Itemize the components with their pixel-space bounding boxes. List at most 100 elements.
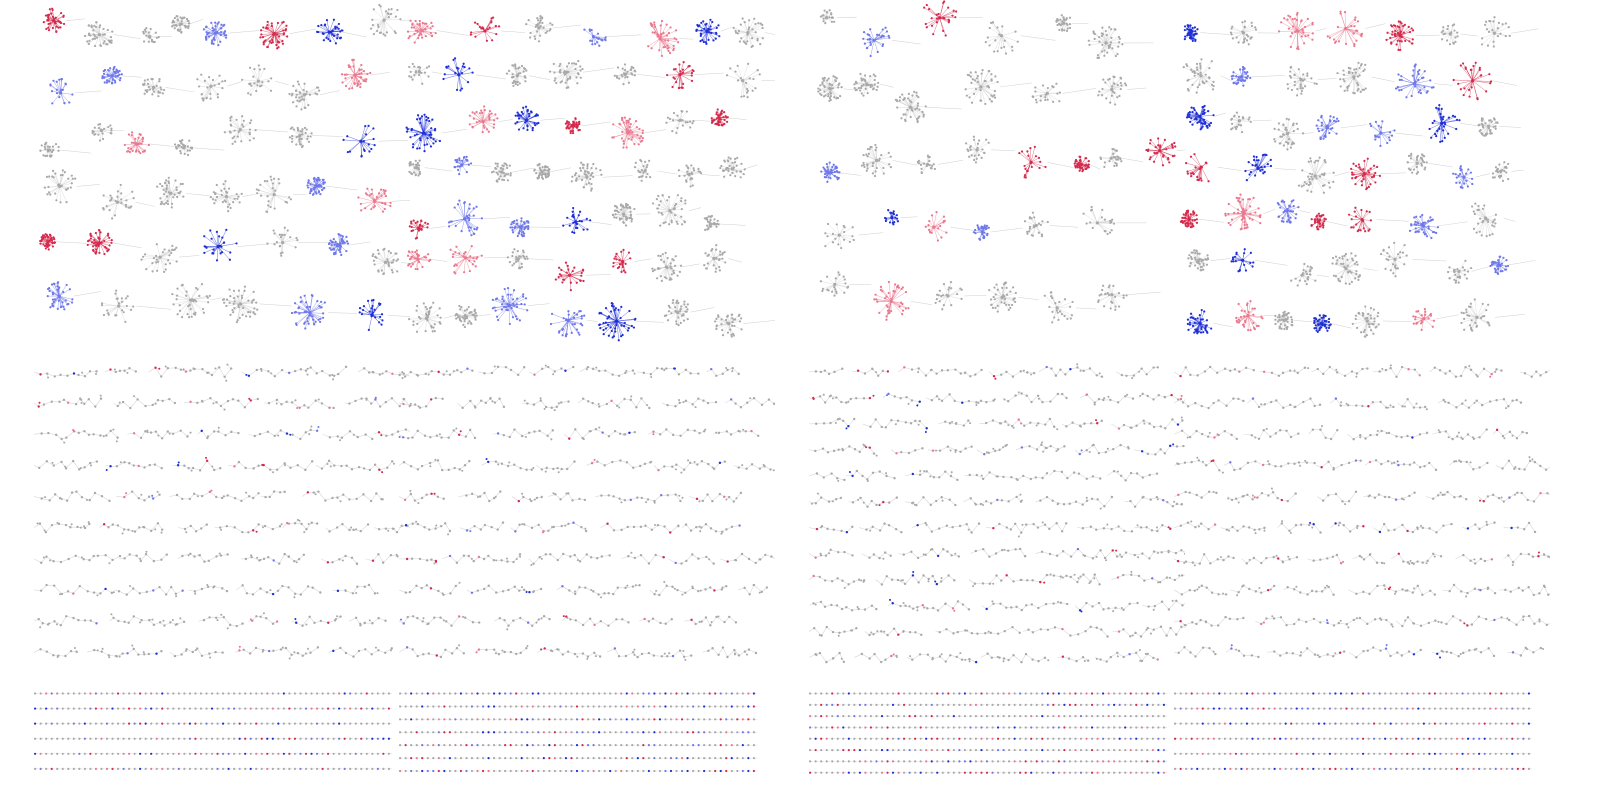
network-node xyxy=(210,237,213,240)
network-node xyxy=(288,196,291,199)
network-edge xyxy=(153,87,163,94)
network-node xyxy=(282,707,285,710)
network-node xyxy=(357,649,361,653)
network-node xyxy=(112,616,115,620)
network-node xyxy=(283,226,286,229)
network-node xyxy=(170,206,173,209)
network-edge xyxy=(353,59,356,75)
network-node xyxy=(364,433,367,436)
network-node xyxy=(211,465,214,468)
network-node xyxy=(188,722,191,725)
network-node xyxy=(166,722,169,725)
network-node xyxy=(111,78,115,81)
network-node xyxy=(133,752,136,755)
network-node xyxy=(294,89,298,92)
network-node xyxy=(320,467,324,470)
network-edge xyxy=(161,554,167,560)
network-node xyxy=(61,692,64,695)
network-node xyxy=(94,252,97,255)
network-node xyxy=(178,139,182,143)
network-node xyxy=(399,18,402,21)
network-node xyxy=(359,624,362,627)
network-edge xyxy=(236,585,243,591)
network-node xyxy=(129,406,132,410)
network-node xyxy=(140,493,143,496)
network-node xyxy=(179,190,182,193)
network-node xyxy=(63,308,66,311)
network-node xyxy=(329,239,332,242)
network-node xyxy=(78,752,81,755)
network-edge xyxy=(342,523,350,531)
network-node xyxy=(161,737,164,740)
network-node xyxy=(310,521,313,524)
network-node xyxy=(326,692,330,695)
network-node xyxy=(165,201,168,205)
network-node xyxy=(98,241,102,245)
network-node xyxy=(299,707,302,710)
network-edge xyxy=(128,134,137,145)
network-node xyxy=(107,313,110,316)
network-node xyxy=(382,722,385,725)
network-node xyxy=(276,47,279,50)
network-node xyxy=(344,77,347,80)
network-node xyxy=(193,555,196,558)
network-node xyxy=(161,707,164,710)
network-edge xyxy=(81,496,90,501)
network-edge xyxy=(352,586,358,594)
network-edge xyxy=(145,554,155,562)
network-node xyxy=(163,182,167,185)
network-edge xyxy=(309,305,320,313)
network-node xyxy=(232,737,236,740)
network-node xyxy=(306,367,309,370)
network-node xyxy=(42,403,46,406)
network-node xyxy=(266,45,269,49)
network-edge xyxy=(266,194,275,212)
network-node xyxy=(47,14,50,17)
network-edge xyxy=(258,68,265,82)
network-node xyxy=(89,692,92,695)
network-node xyxy=(371,311,374,314)
network-node xyxy=(206,86,209,89)
network-node xyxy=(207,35,211,38)
network-node xyxy=(138,526,141,529)
network-edge xyxy=(117,184,121,203)
network-edge xyxy=(114,202,118,216)
network-edge xyxy=(108,305,119,314)
network-node xyxy=(139,752,142,755)
network-edge xyxy=(318,25,330,33)
network-node xyxy=(271,527,274,531)
network-edge xyxy=(76,491,83,498)
network-edge xyxy=(240,129,251,141)
network-node xyxy=(198,469,202,472)
network-edge xyxy=(59,79,61,93)
network-node xyxy=(229,294,232,298)
network-node xyxy=(153,90,156,93)
network-node xyxy=(379,31,383,34)
network-node xyxy=(251,529,255,532)
network-edge xyxy=(387,314,410,317)
network-node xyxy=(225,228,228,231)
network-node xyxy=(337,372,340,376)
network-node xyxy=(59,201,62,204)
network-node xyxy=(281,39,284,43)
network-edge xyxy=(240,120,252,130)
network-node xyxy=(278,562,281,565)
network-node xyxy=(275,398,279,402)
network-node xyxy=(110,41,113,44)
network-node xyxy=(46,145,50,148)
network-node xyxy=(134,150,138,153)
network-node xyxy=(359,75,363,79)
network-node xyxy=(259,367,263,371)
network-node xyxy=(267,200,270,203)
network-node xyxy=(143,653,146,656)
network-node xyxy=(99,397,103,400)
network-node xyxy=(53,298,56,301)
network-node xyxy=(48,289,51,293)
network-node xyxy=(280,233,283,236)
network-edge xyxy=(237,243,268,247)
network-node xyxy=(307,523,310,526)
network-node xyxy=(185,648,188,651)
network-node xyxy=(305,623,308,626)
network-node xyxy=(384,203,387,206)
network-node xyxy=(236,319,239,322)
